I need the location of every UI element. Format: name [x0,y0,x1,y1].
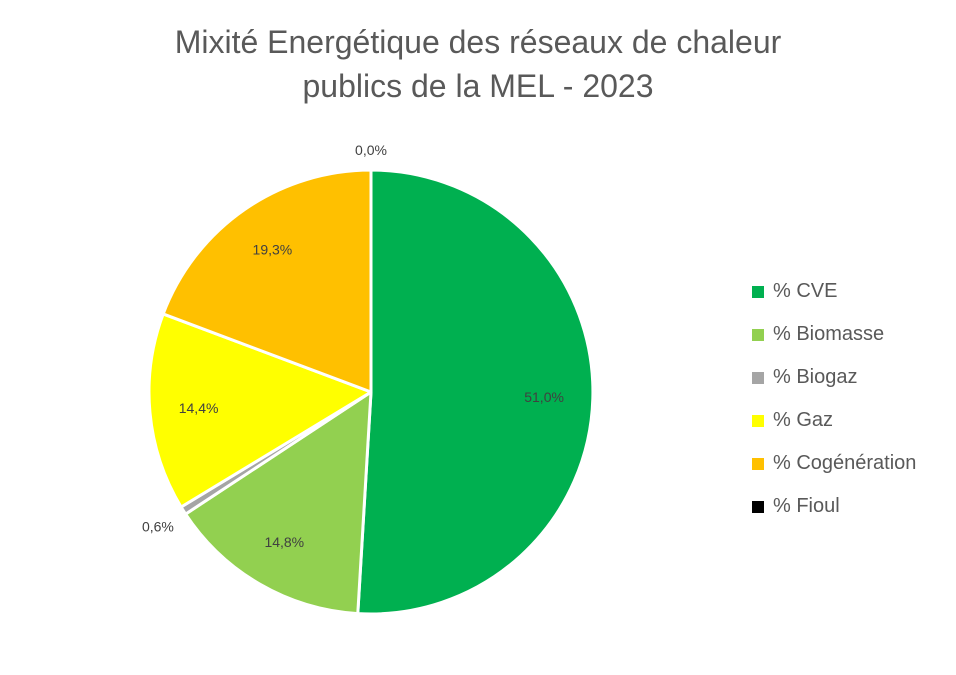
legend-label-fioul: % Fioul [773,495,840,517]
legend-item-fioul: % Fioul [752,485,952,528]
chart-legend: % CVE % Biomasse % Biogaz % Gaz % Cogéné… [752,270,952,528]
legend-item-gaz: % Gaz [752,399,952,442]
data-label-gaz: 14,4% [179,400,219,416]
pie-slice-cve [356,168,595,616]
data-label-fioul: 0,0% [355,142,387,158]
chart-title-line-2: publics de la MEL - 2023 [302,68,654,104]
legend-swatch-cve [752,285,764,298]
data-label-biogaz: 0,6% [142,519,174,535]
data-label-cve: 51,0% [524,389,564,405]
legend-item-cogeneration: % Cogénération [752,442,952,485]
legend-label-gaz: % Gaz [773,409,834,431]
chart-title: Mixité Energétique des réseaux de chaleu… [0,20,956,108]
legend-swatch-biomasse [752,328,764,341]
data-label-cogeneration: 19,3% [253,242,293,258]
legend-label-cogeneration: % Cogénération [773,452,917,474]
pie-slice-biomasse [184,390,373,616]
data-label-biomasse: 14,8% [264,534,304,550]
legend-swatch-gaz [752,414,764,427]
legend-item-biogaz: % Biogaz [752,356,952,399]
legend-label-biogaz: % Biogaz [773,366,858,388]
legend-label-biomasse: % Biomasse [773,323,885,345]
legend-item-biomasse: % Biomasse [752,313,952,356]
legend-label-cve: % CVE [773,280,838,302]
legend-swatch-fioul [752,500,764,513]
pie-slice-gaz [147,312,373,509]
chart-title-line-1: Mixité Energétique des réseaux de chaleu… [174,24,782,60]
legend-swatch-cogeneration [752,457,764,470]
pie-slice-cogeneration [161,168,373,394]
pie-slices [147,168,595,616]
legend-item-cve: % CVE [752,270,952,313]
pie-data-labels: 51,0% 14,8% 0,6% 14,4% 19,3% 0,0% [142,142,564,550]
legend-swatch-biogaz [752,371,764,384]
